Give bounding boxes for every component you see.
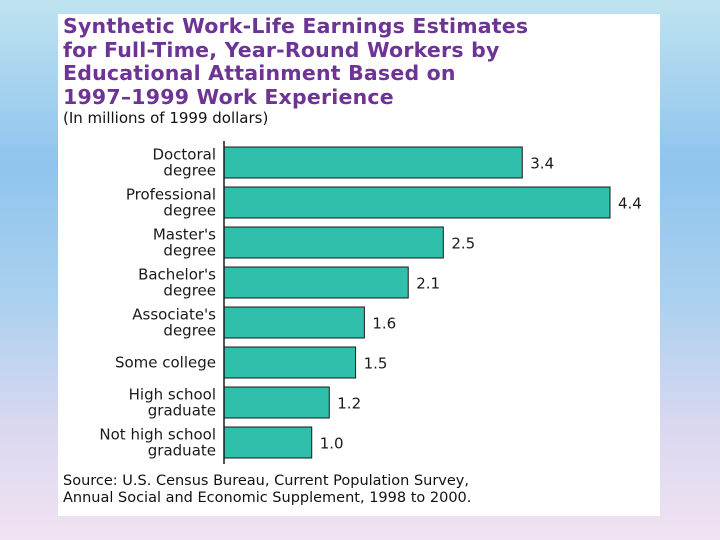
bar (223, 346, 357, 379)
source-line: Source: U.S. Census Bureau, Current Popu… (63, 473, 469, 489)
bar (223, 186, 611, 219)
category-label: Doctoral (152, 146, 216, 164)
category-label: degree (163, 242, 216, 260)
bar-value-label: 3.4 (530, 155, 554, 173)
chart-subtitle: (In millions of 1999 dollars) (63, 109, 269, 127)
source-note: Source: U.S. Census Bureau, Current Popu… (63, 473, 653, 507)
category-label: degree (163, 202, 216, 220)
bar-value-label: 1.0 (320, 435, 344, 453)
bar (223, 306, 365, 339)
bar (223, 146, 523, 179)
bar (223, 426, 313, 459)
chart-title-line: 1997–1999 Work Experience (63, 84, 394, 109)
bar (223, 386, 330, 419)
bar-value-label: 1.5 (364, 355, 388, 373)
source-line: Annual Social and Economic Supplement, 1… (63, 490, 472, 506)
chart-panel: Synthetic Work-Life Earnings Estimates f… (58, 14, 660, 516)
category-label: Bachelor's (138, 266, 216, 284)
category-label: graduate (148, 442, 216, 460)
bar (223, 226, 444, 259)
chart-title-line: for Full-Time, Year-Round Workers by (63, 37, 500, 62)
category-label: degree (163, 162, 216, 180)
bar-value-label: 2.1 (416, 275, 440, 293)
category-label: High school (129, 386, 216, 404)
category-label: degree (163, 322, 216, 340)
category-label: Not high school (99, 426, 216, 444)
bar-chart: 3.4Doctoraldegree4.4Professionaldegree2.… (99, 141, 642, 464)
category-label: Professional (126, 186, 216, 204)
bar-value-label: 1.6 (372, 315, 396, 333)
category-label: Master's (153, 226, 216, 244)
category-label: degree (163, 282, 216, 300)
category-label: Associate's (132, 306, 216, 324)
chart-title-line: Synthetic Work-Life Earnings Estimates (63, 14, 529, 38)
chart-title-line: Educational Attainment Based on (63, 61, 456, 85)
chart-title: Synthetic Work-Life Earnings Estimates f… (63, 14, 653, 109)
category-label: Some college (115, 354, 216, 372)
bar-value-label: 4.4 (618, 195, 642, 213)
bar-value-label: 1.2 (337, 395, 361, 413)
bar (223, 266, 409, 299)
category-label: graduate (148, 402, 216, 420)
bar-value-label: 2.5 (451, 235, 475, 253)
